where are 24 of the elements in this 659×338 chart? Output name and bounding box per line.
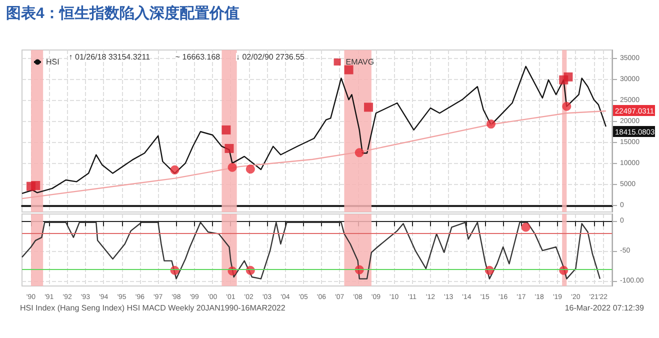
point <box>246 164 255 174</box>
point <box>521 222 530 232</box>
line-series <box>21 222 601 280</box>
point <box>170 165 180 174</box>
point <box>354 148 364 158</box>
annotation: ~ 16663.168 <box>175 52 221 62</box>
line-series <box>21 110 607 200</box>
point <box>562 102 572 111</box>
chart-title: 图表4：恒生指数陷入深度配置价值 <box>6 4 240 23</box>
point <box>344 65 354 74</box>
legend-label: HSI <box>46 58 60 66</box>
legend-label: EMAVG <box>346 58 374 66</box>
point <box>31 180 40 190</box>
text: 16-Mar-2022 07:12:39 <box>564 304 645 312</box>
point <box>364 102 374 112</box>
point <box>228 162 237 172</box>
point <box>564 72 573 82</box>
annotation: ↑ 01/26/18 33154.3211 <box>68 52 151 62</box>
point <box>486 120 496 129</box>
point <box>222 125 231 134</box>
line-series <box>21 66 607 194</box>
annotation: ↓ 02/02/90 2736.55 <box>236 52 306 62</box>
text: HSI Index (Hang Seng Index) HSI MACD Weekly 20JAN1990-16MAR2022 <box>20 304 286 312</box>
point <box>224 144 234 153</box>
